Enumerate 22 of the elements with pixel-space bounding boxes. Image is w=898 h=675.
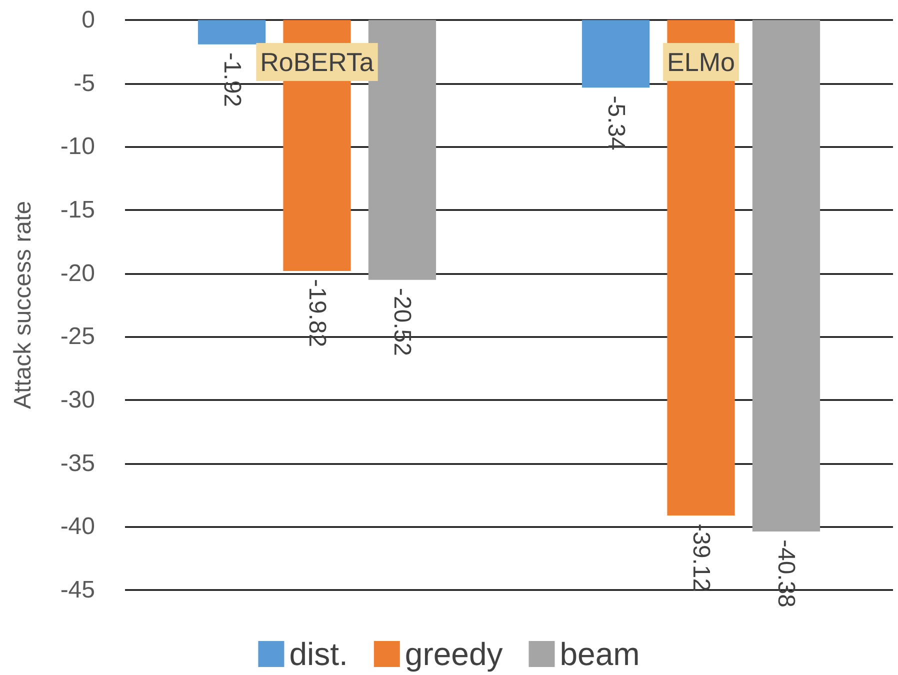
legend-label: beam (560, 636, 640, 672)
y-tick-label: -40 (60, 513, 95, 540)
data-label: -1.92 (218, 52, 246, 108)
y-tick-label: -30 (60, 386, 95, 414)
data-label: -20.52 (388, 288, 416, 356)
y-tick-label: -5 (74, 70, 95, 97)
legend-label: dist. (289, 636, 348, 672)
y-tick-label: 0 (82, 6, 95, 34)
y-tick-label: -45 (60, 576, 95, 604)
y-tick-label: -20 (60, 260, 95, 287)
data-label: -39.12 (688, 524, 714, 592)
data-label: -19.82 (304, 279, 330, 348)
y-tick-label: -25 (60, 323, 95, 350)
y-tick-label: -10 (60, 133, 95, 160)
legend-label: greedy (404, 636, 503, 672)
data-label: -40.38 (772, 539, 800, 608)
y-axis-title: Attack success rate (10, 200, 36, 410)
x-tick-label: RoBERTa (260, 47, 374, 77)
y-tick-label: -35 (60, 450, 95, 477)
y-tick-label: -15 (60, 196, 95, 224)
x-tick-label: ELMo (667, 47, 735, 77)
data-label: -5.34 (602, 96, 630, 150)
